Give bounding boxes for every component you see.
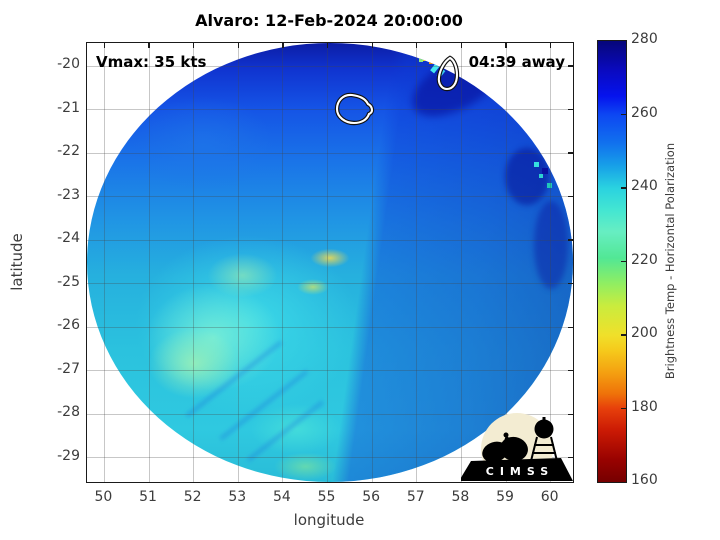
x-tick-label: 60 bbox=[540, 489, 559, 505]
y-tick-label: -22 bbox=[57, 143, 80, 160]
logo-text: CIMSS bbox=[485, 465, 555, 478]
x-tick-bottom bbox=[282, 482, 283, 483]
y-tick-label: -21 bbox=[57, 99, 80, 116]
x-tick-label: 58 bbox=[451, 489, 470, 505]
plot-area: CIMSS Vmax: 35 kts 04:39 away bbox=[86, 42, 574, 483]
x-tick-label: 52 bbox=[183, 489, 202, 505]
colorbar-tick bbox=[621, 334, 626, 336]
x-tick-label: 57 bbox=[406, 489, 425, 505]
colorbar-tick bbox=[621, 260, 626, 263]
y-tick-label: -24 bbox=[57, 230, 80, 247]
cimss-logo: CIMSS bbox=[459, 411, 573, 482]
y-tick-label: -26 bbox=[57, 317, 80, 334]
swath-seam bbox=[87, 43, 573, 482]
y-tick-label: -29 bbox=[57, 447, 80, 464]
logo-banner bbox=[459, 458, 573, 481]
x-tick-label: 50 bbox=[94, 489, 113, 505]
x-tick-bottom bbox=[193, 482, 194, 483]
colorbar-title: Brightness Temp - Horizontal Polarizatio… bbox=[663, 142, 678, 379]
x-tick-bottom bbox=[327, 482, 328, 483]
x-tick-label: 54 bbox=[272, 489, 291, 505]
x-axis-label: longitude bbox=[293, 511, 365, 529]
x-tick-bottom bbox=[238, 482, 239, 483]
colorbar-tick-label: 260 bbox=[631, 104, 658, 121]
colorbar-tick-label: 160 bbox=[631, 472, 658, 488]
colorbar-tick-label: 200 bbox=[631, 325, 658, 341]
x-tick-bottom bbox=[461, 482, 462, 483]
colorbar-tick-label: 240 bbox=[631, 178, 658, 194]
y-axis-label: latitude bbox=[8, 232, 27, 291]
x-tick-label: 53 bbox=[228, 489, 247, 505]
x-tick-bottom bbox=[550, 482, 551, 483]
colorbar-tick-label: 220 bbox=[631, 251, 658, 268]
colorbar-tick-label: 280 bbox=[631, 31, 658, 47]
chart-title: Alvaro: 12-Feb-2024 20:00:00 bbox=[195, 11, 463, 30]
x-tick-label: 55 bbox=[317, 489, 336, 505]
y-tick-label: -20 bbox=[57, 56, 80, 73]
x-tick-bottom bbox=[416, 482, 417, 483]
x-tick-bottom bbox=[104, 482, 105, 483]
y-tick-label: -27 bbox=[57, 360, 80, 377]
colorbar-tick-label: 180 bbox=[631, 398, 658, 415]
x-tick-bottom bbox=[148, 482, 149, 483]
vmax-annotation: Vmax: 35 kts bbox=[96, 53, 207, 71]
x-tick-bottom bbox=[372, 482, 373, 483]
x-tick-label: 51 bbox=[139, 489, 157, 505]
x-tick-label: 59 bbox=[496, 489, 514, 505]
y-tick-label: -28 bbox=[57, 404, 80, 421]
eta-annotation: 04:39 away bbox=[468, 53, 565, 71]
x-tick-bottom bbox=[505, 482, 506, 483]
y-tick-label: -25 bbox=[57, 273, 80, 290]
colorbar-tick bbox=[621, 187, 626, 189]
colorbar-tick bbox=[621, 407, 626, 410]
x-tick-label: 56 bbox=[362, 489, 381, 505]
colorbar bbox=[597, 40, 627, 483]
satellite-swath-image bbox=[87, 43, 573, 482]
colorbar-tick bbox=[621, 113, 626, 116]
y-tick-label: -23 bbox=[57, 186, 80, 203]
